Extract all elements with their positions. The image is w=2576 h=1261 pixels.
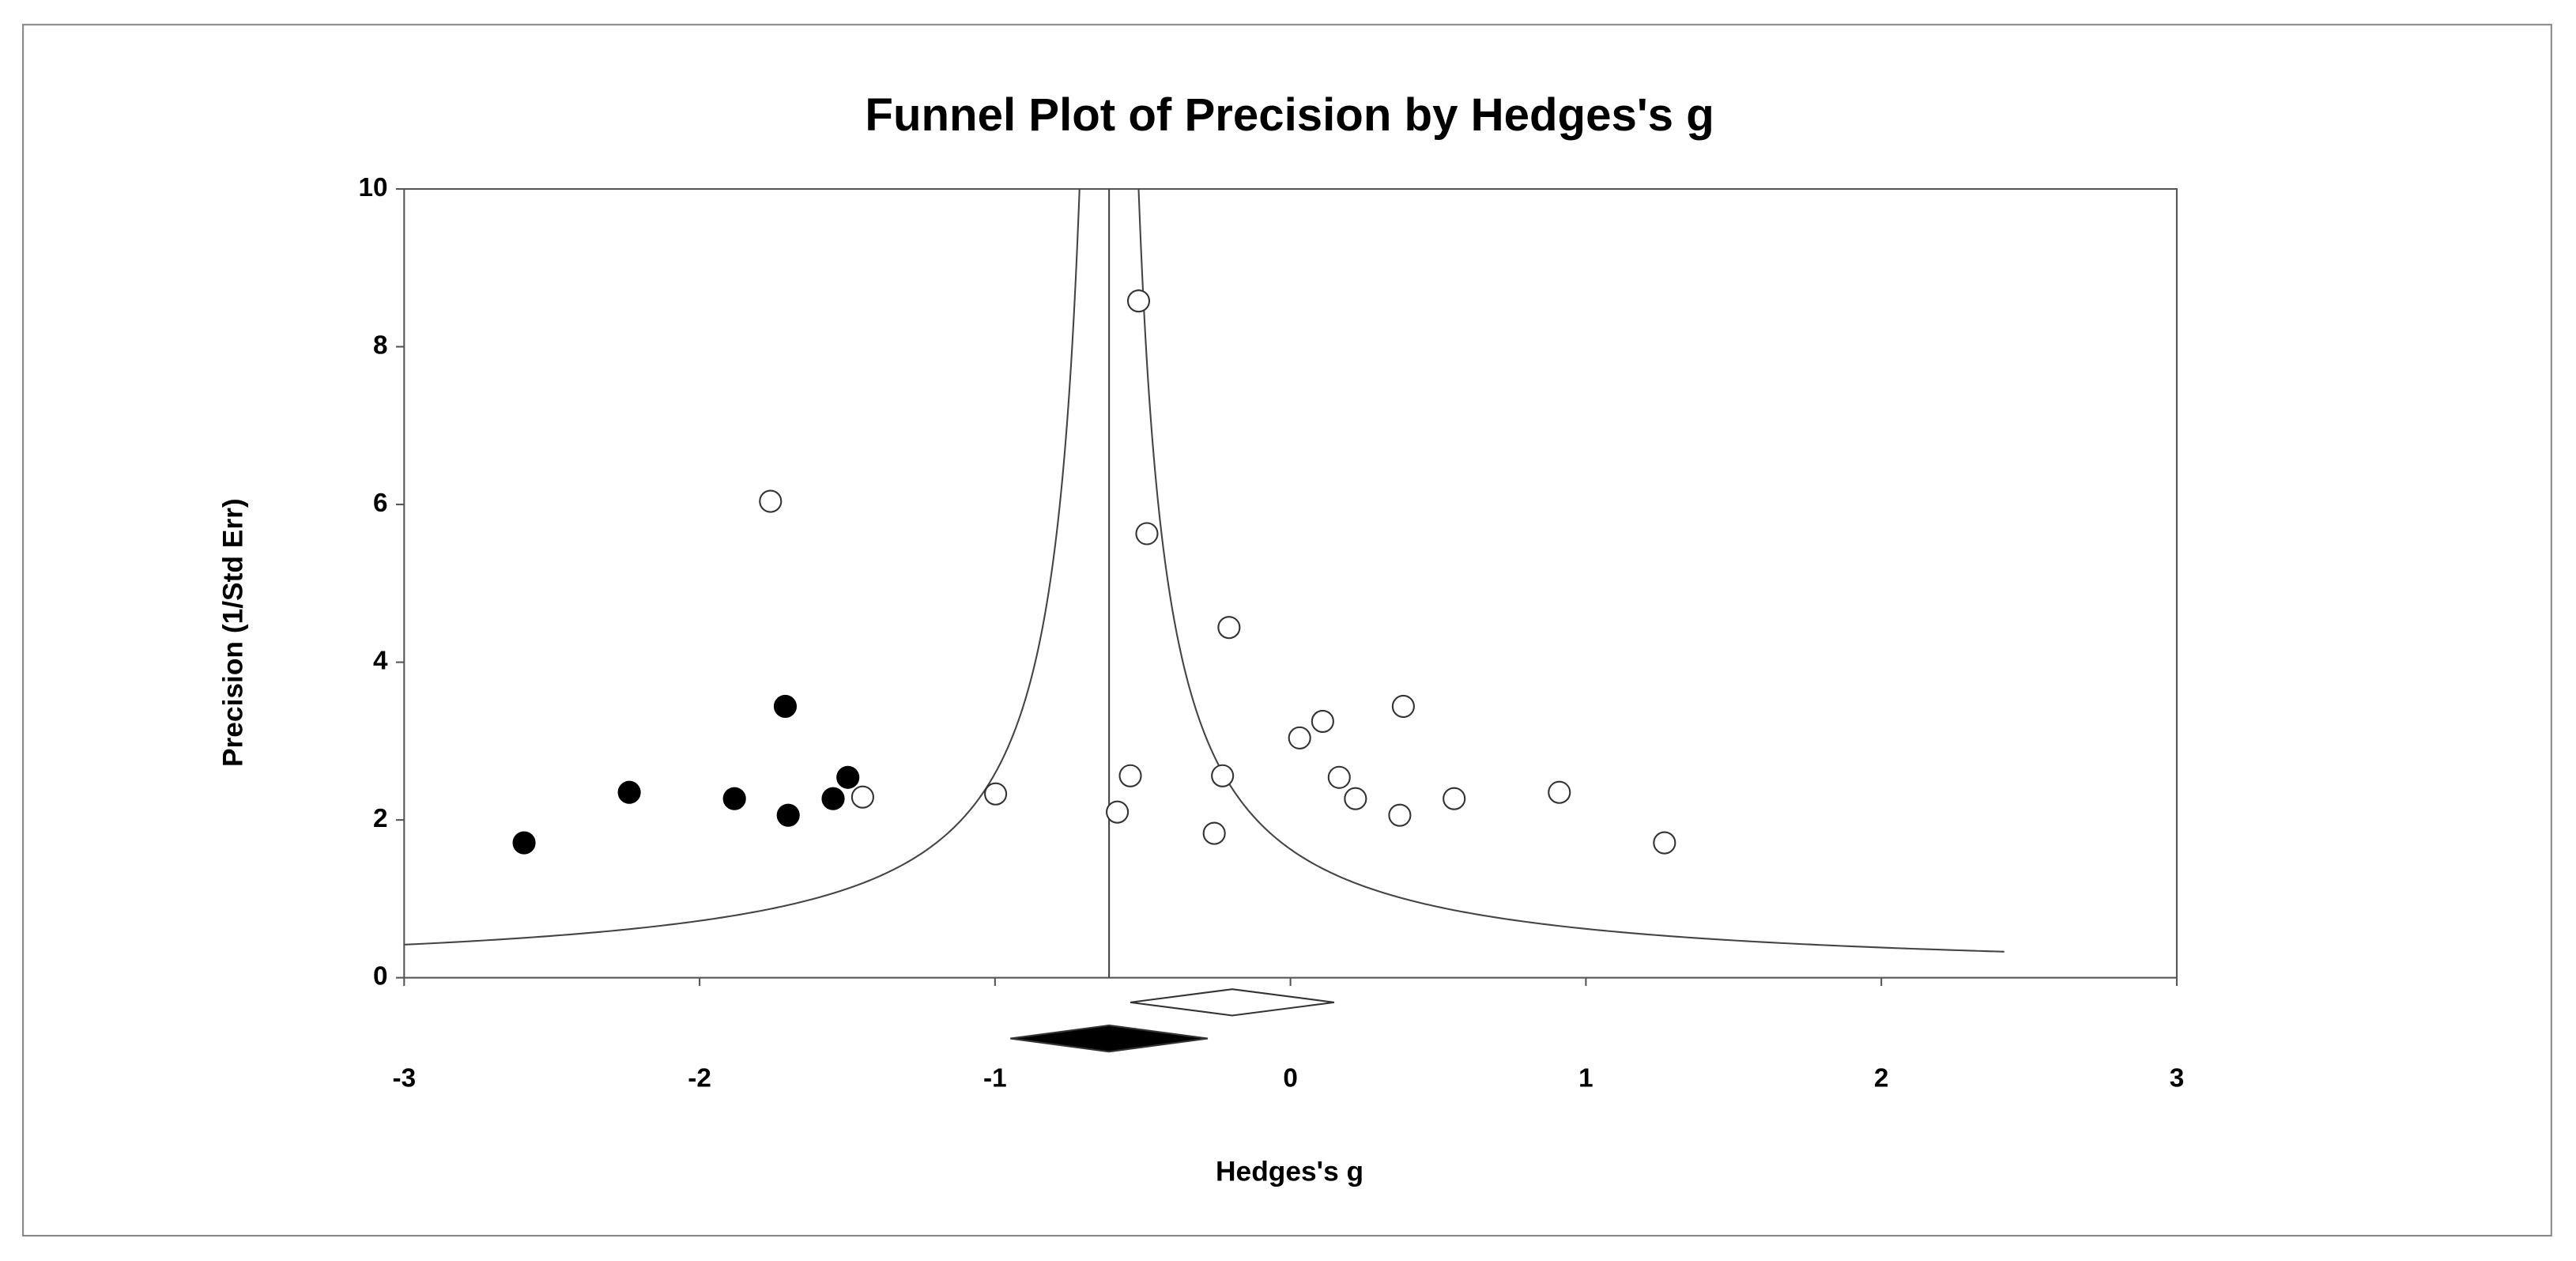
x-tick-label: 1 xyxy=(1578,1063,1593,1093)
y-axis-label: Precision (1/Std Err) xyxy=(218,498,249,767)
plot-area xyxy=(403,187,2178,979)
point xyxy=(1211,764,1235,787)
estimate-diamond xyxy=(1010,1024,1209,1053)
chart-title: Funnel Plot of Precision by Hedges's g xyxy=(865,89,1714,141)
point xyxy=(984,782,1008,806)
x-tick-label: 2 xyxy=(1874,1063,1889,1093)
point xyxy=(821,787,845,810)
funnel-line xyxy=(404,189,1081,946)
point xyxy=(1443,787,1466,810)
y-tick-label: 4 xyxy=(373,646,388,675)
point xyxy=(1388,803,1412,827)
point xyxy=(1548,780,1571,804)
x-tick-label: -2 xyxy=(688,1063,711,1093)
y-tick-label: 0 xyxy=(373,961,388,991)
point xyxy=(1106,800,1130,824)
x-axis-label: Hedges's g xyxy=(1216,1156,1363,1187)
point xyxy=(1344,787,1367,810)
point xyxy=(1126,289,1151,313)
point xyxy=(1327,765,1351,789)
point xyxy=(836,765,860,789)
point xyxy=(1288,726,1311,749)
point xyxy=(1311,709,1334,733)
point xyxy=(1135,522,1159,546)
funnel-line xyxy=(1137,189,2005,953)
point xyxy=(759,489,783,513)
x-tick-label: 3 xyxy=(2170,1063,2185,1093)
point xyxy=(850,785,874,809)
frame xyxy=(22,24,2552,1237)
point xyxy=(1653,831,1676,855)
point xyxy=(1391,694,1415,719)
x-tick-label: 0 xyxy=(1283,1063,1298,1093)
y-tick-label: 2 xyxy=(373,804,388,833)
y-tick-label: 8 xyxy=(373,330,388,360)
x-tick-label: -3 xyxy=(393,1063,417,1093)
y-tick-label: 6 xyxy=(373,489,388,518)
point xyxy=(1217,616,1241,640)
point xyxy=(1118,764,1142,787)
point xyxy=(722,787,746,810)
point xyxy=(512,831,536,855)
y-tick-label: 10 xyxy=(359,173,388,202)
point xyxy=(773,694,798,719)
point xyxy=(617,780,641,804)
x-tick-label: -1 xyxy=(983,1063,1007,1093)
point xyxy=(776,803,800,827)
estimate-diamond xyxy=(1130,988,1335,1017)
point xyxy=(1202,821,1226,845)
